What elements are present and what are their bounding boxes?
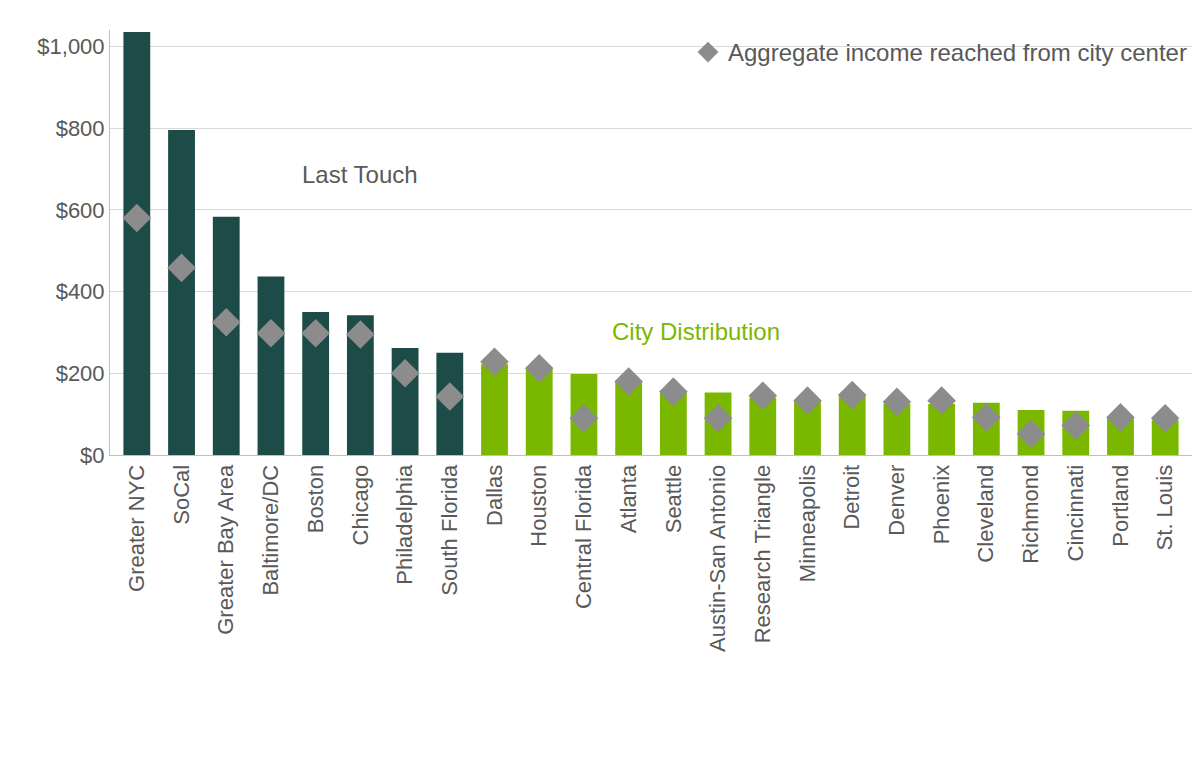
svg-text:Cincinnati: Cincinnati [1063,465,1088,562]
svg-text:Portland: Portland [1108,465,1133,547]
svg-text:Seattle: Seattle [661,465,686,534]
svg-text:$600: $600 [56,198,105,223]
svg-text:$200: $200 [56,361,105,386]
svg-text:Austin-San Antonio: Austin-San Antonio [705,465,730,652]
svg-text:$400: $400 [56,279,105,304]
svg-text:Baltimore/DC: Baltimore/DC [258,465,283,596]
svg-text:City Distribution: City Distribution [612,318,780,345]
svg-text:Last Touch: Last Touch [302,161,418,188]
svg-text:South Florida: South Florida [437,464,462,596]
svg-text:Houston: Houston [526,465,551,547]
svg-text:$0: $0 [80,443,104,468]
svg-text:$800: $800 [56,116,105,141]
svg-text:Minneapolis: Minneapolis [795,465,820,582]
svg-text:Phoenix: Phoenix [929,465,954,545]
svg-text:Richmond: Richmond [1018,465,1043,564]
svg-text:Greater NYC: Greater NYC [124,465,149,592]
svg-text:St. Louis: St. Louis [1152,465,1177,551]
svg-text:Aggregate income reached from: Aggregate income reached from city cente… [728,39,1187,66]
svg-text:Boston: Boston [303,465,328,534]
svg-text:SoCal: SoCal [169,465,194,525]
svg-text:Central Florida: Central Florida [571,464,596,609]
svg-text:Philadelphia: Philadelphia [392,464,417,585]
svg-text:Atlanta: Atlanta [616,464,641,533]
svg-text:$1,000: $1,000 [37,34,104,59]
svg-text:Greater Bay Area: Greater Bay Area [213,464,238,635]
svg-text:Cleveland: Cleveland [973,465,998,563]
svg-text:Detroit: Detroit [839,465,864,530]
svg-text:Chicago: Chicago [348,465,373,546]
svg-text:Research Triangle: Research Triangle [750,465,775,644]
svg-text:Denver: Denver [884,465,909,536]
svg-text:Dallas: Dallas [482,465,507,526]
